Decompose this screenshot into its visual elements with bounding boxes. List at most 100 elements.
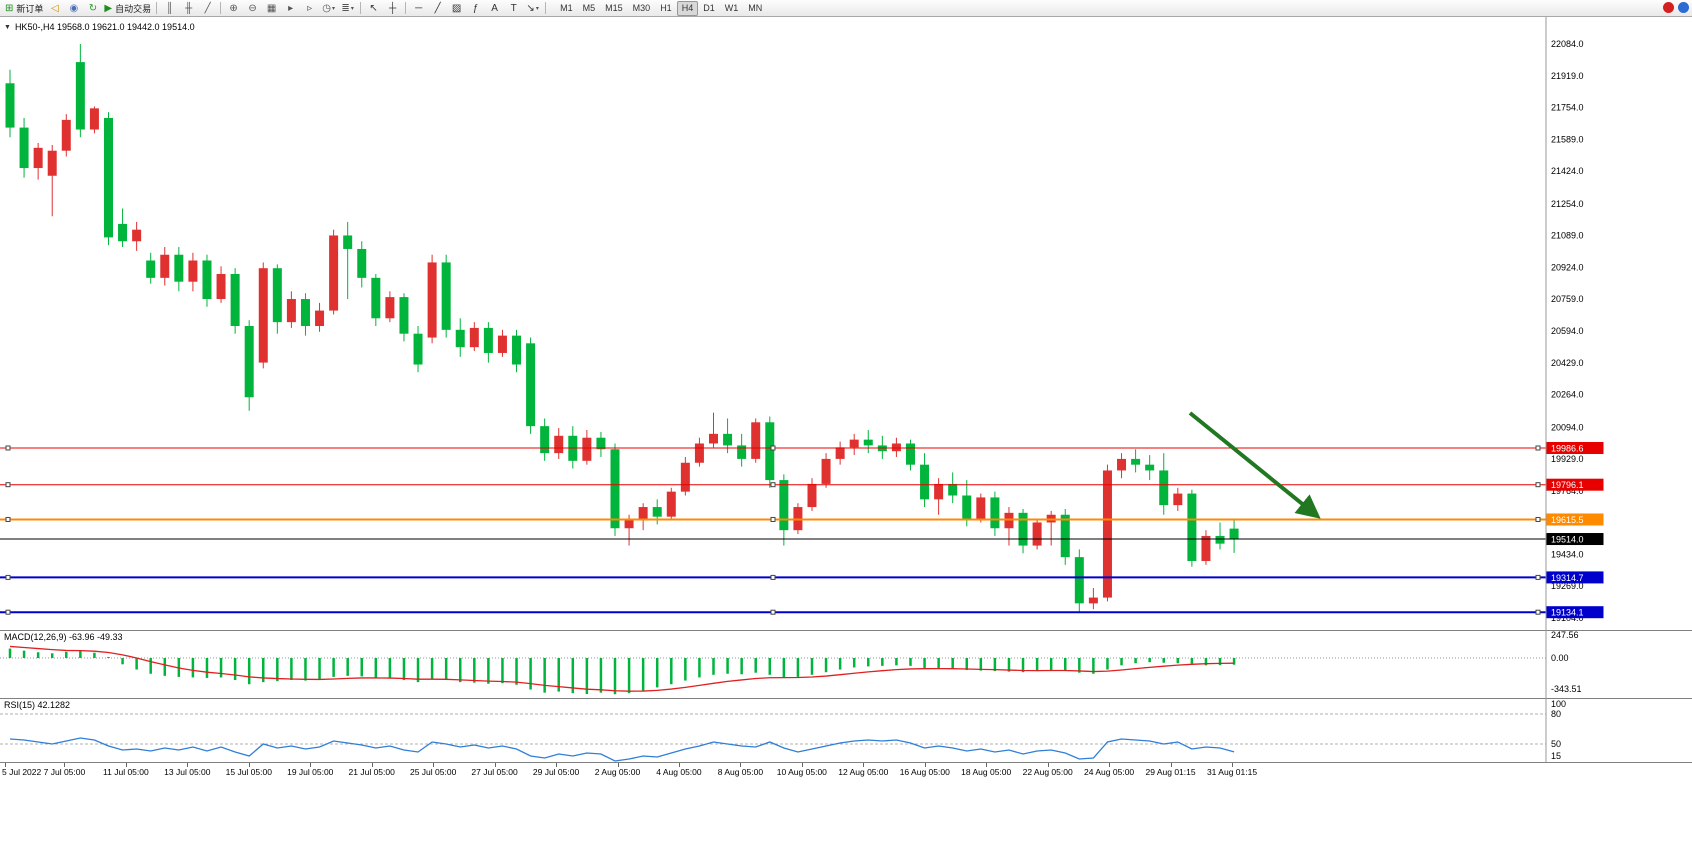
trend-arrow[interactable] [1188,411,1321,519]
macd-axis-label: 0.00 [1551,653,1569,663]
candle-body [694,443,704,463]
auto-scroll-icon: ▸ [288,2,294,14]
line-chart-icon[interactable]: ╱ [198,1,217,16]
candle-body [146,260,156,278]
price-axis-label: 19929.0 [1551,454,1584,464]
candle-body [554,435,564,454]
line-handle[interactable] [1535,445,1541,451]
line-handle[interactable] [770,609,776,615]
time-axis-label: 29 Jul 05:00 [532,767,580,777]
candle-body [863,439,873,446]
time-axis-label: 21 Jul 05:00 [348,767,395,777]
candle-body [1131,458,1141,465]
candle-body [1173,493,1183,506]
line-handle[interactable] [1535,609,1541,615]
tile-windows-icon: ▦ [266,2,277,14]
chart-shift-icon[interactable]: ▹ [300,1,319,16]
time-axis-label: 29 Aug 01:15 [1145,767,1196,777]
new-order-icon: ⊞ [5,2,14,14]
price-axis-label: 19764.0 [1551,486,1584,496]
time-axis-label: 25 Jul 05:00 [409,767,457,777]
collapse-chart-icon[interactable]: ▼ [4,23,11,31]
candle-body [61,119,71,151]
time-axis[interactable]: 5 Jul 2022 7 Jul 05:00 11 Jul 05:00 13 Jul … [0,762,1692,781]
text-label-icon[interactable]: T [504,1,523,16]
timeframe-toolbar: M1 M5 M15 M30 H1 H4 D1 W1 MN [555,0,767,16]
text-icon[interactable]: A [485,1,504,16]
time-axis-label: 13 Jul 05:00 [164,767,211,777]
candle-body [1088,597,1098,604]
candle-body [483,327,493,353]
candlestick-icon[interactable]: ╫ [179,1,198,16]
announcement-icon[interactable]: ◁ [45,1,64,16]
line-handle[interactable] [5,609,11,615]
price-axis-label: 20264.0 [1551,390,1584,400]
timeframe-w1[interactable]: W1 [724,3,739,13]
time-axis-label: 12 Aug 05:00 [838,767,889,777]
auto-scroll-icon[interactable]: ▸ [281,1,300,16]
line-handle[interactable] [5,574,11,580]
line-handle[interactable] [1535,516,1541,522]
rsi-axis-label: 15 [1551,751,1561,761]
horizontal-line-icon[interactable]: ─ [409,1,428,16]
candle-body [807,483,817,508]
candle-body [638,507,648,519]
line-handle[interactable] [5,516,11,522]
fibonacci-icon[interactable]: ƒ [466,1,485,16]
time-axis-tick [494,763,496,767]
candle-body [835,447,845,459]
line-handle[interactable] [1535,482,1541,488]
profile-icon[interactable]: ◉ [64,1,83,16]
zoom-out-icon[interactable]: ⊖ [243,1,262,16]
timeframe-m30[interactable]: M30 [632,3,651,13]
zoom-in-icon[interactable]: ⊕ [224,1,243,16]
text-icon: A [491,2,498,14]
timeframe-m1[interactable]: M1 [560,3,573,13]
line-handle[interactable] [5,482,11,488]
rsi-axis-label: 100 [1551,699,1566,709]
line-handle[interactable] [770,574,776,580]
timeframe-m5[interactable]: M5 [582,3,596,13]
alert-icon[interactable] [1663,2,1674,13]
line-handle[interactable] [5,445,11,451]
toolbar-separator [156,2,158,14]
line-handle[interactable] [770,482,776,488]
candle-body [526,343,536,427]
chart-plot-area[interactable]: 22084.0 21919.0 21754.0 21589.0 21424.0 21254… [0,17,1692,630]
time-axis-label: 4 Aug 05:00 [656,767,702,777]
time-axis-tick [64,763,66,767]
candle-body [1215,535,1225,544]
timeframe-mn[interactable]: MN [748,3,763,13]
cursor-icon[interactable]: ↖ [364,1,383,16]
macd-panel[interactable]: 247.56 0.00 -343.51 [0,630,1692,698]
macd-indicator-label: MACD(12,26,9) -63.96 -49.33 [4,632,123,642]
community-icon[interactable] [1678,2,1689,13]
timeframe-m15[interactable]: M15 [605,3,623,13]
time-axis-label: 19 Jul 05:00 [287,767,334,777]
timeframe-h4[interactable]: H4 [676,0,699,16]
indicator-list-icon[interactable]: ≣ ▾ [338,1,357,16]
line-handle[interactable] [1535,574,1541,580]
crosshair-icon[interactable]: ┼ [383,1,402,16]
time-axis-label: 16 Aug 05:00 [899,767,950,777]
timeframe-h1[interactable]: H1 [660,3,672,13]
time-axis-tick [678,763,680,767]
timeframe-d1[interactable]: D1 [703,3,715,13]
arrows-icon[interactable]: ↘ ▾ [523,1,542,16]
candle-body [512,335,522,365]
bar-chart-icon[interactable]: ║ [160,1,179,16]
line-handle[interactable] [770,516,776,522]
clock-icon[interactable]: ◷ ▾ [319,1,338,16]
time-axis-tick [617,763,619,767]
equidistant-channel-icon[interactable]: ▨ [447,1,466,16]
tile-windows-icon[interactable]: ▦ [262,1,281,16]
refresh-icon[interactable]: ↻ [83,1,102,16]
autotrading-button[interactable]: ▶ 自动交易 [102,1,153,16]
price-axis-label: 19434.0 [1551,549,1584,559]
candle-body [624,518,634,529]
new-order-button[interactable]: ⊞ 新订单 [3,1,45,16]
trendline-icon[interactable]: ╱ [428,1,447,16]
line-handle[interactable] [770,445,776,451]
